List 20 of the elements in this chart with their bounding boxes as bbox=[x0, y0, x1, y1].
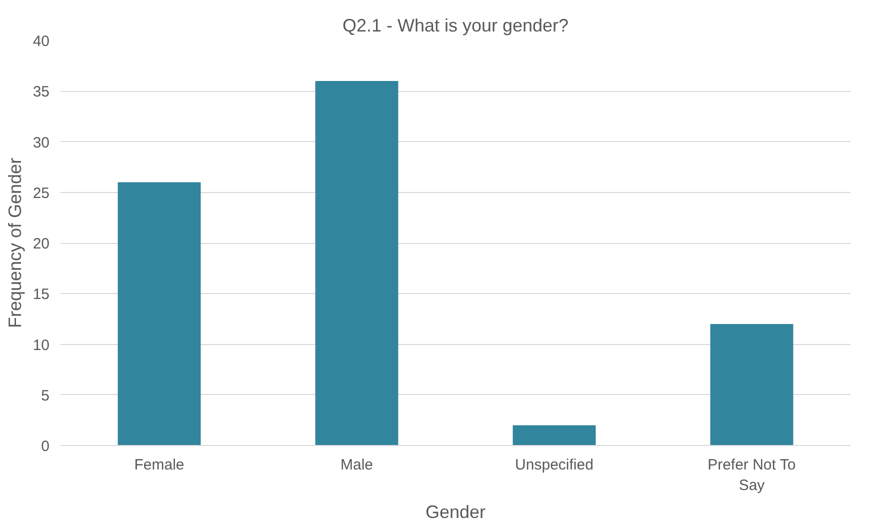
x-tick-label: Unspecified bbox=[515, 456, 594, 474]
y-tick-label: 25 bbox=[32, 184, 50, 202]
bar bbox=[315, 81, 398, 446]
y-tick-label: 30 bbox=[32, 134, 50, 152]
y-tick-label: 10 bbox=[32, 336, 50, 354]
bar bbox=[118, 182, 201, 446]
y-tick-label: 15 bbox=[32, 286, 50, 304]
bar bbox=[512, 425, 596, 446]
y-tick-label: 0 bbox=[41, 438, 50, 455]
x-tick-label: Prefer Not To Say bbox=[708, 456, 796, 494]
y-tick-label: 20 bbox=[32, 236, 50, 252]
y-tick-label: 35 bbox=[32, 84, 50, 101]
y-tick-label: 40 bbox=[32, 33, 50, 50]
y-tick-label: 5 bbox=[41, 387, 50, 404]
x-tick-label: Male bbox=[340, 456, 374, 474]
chart-title: Q2.1 - What is your gender? bbox=[342, 16, 569, 36]
bar bbox=[710, 324, 794, 446]
x-tick-label: Female bbox=[134, 456, 184, 474]
x-axis-title: Gender bbox=[425, 502, 486, 522]
y-axis-title: Frequency of Gender bbox=[4, 158, 25, 328]
